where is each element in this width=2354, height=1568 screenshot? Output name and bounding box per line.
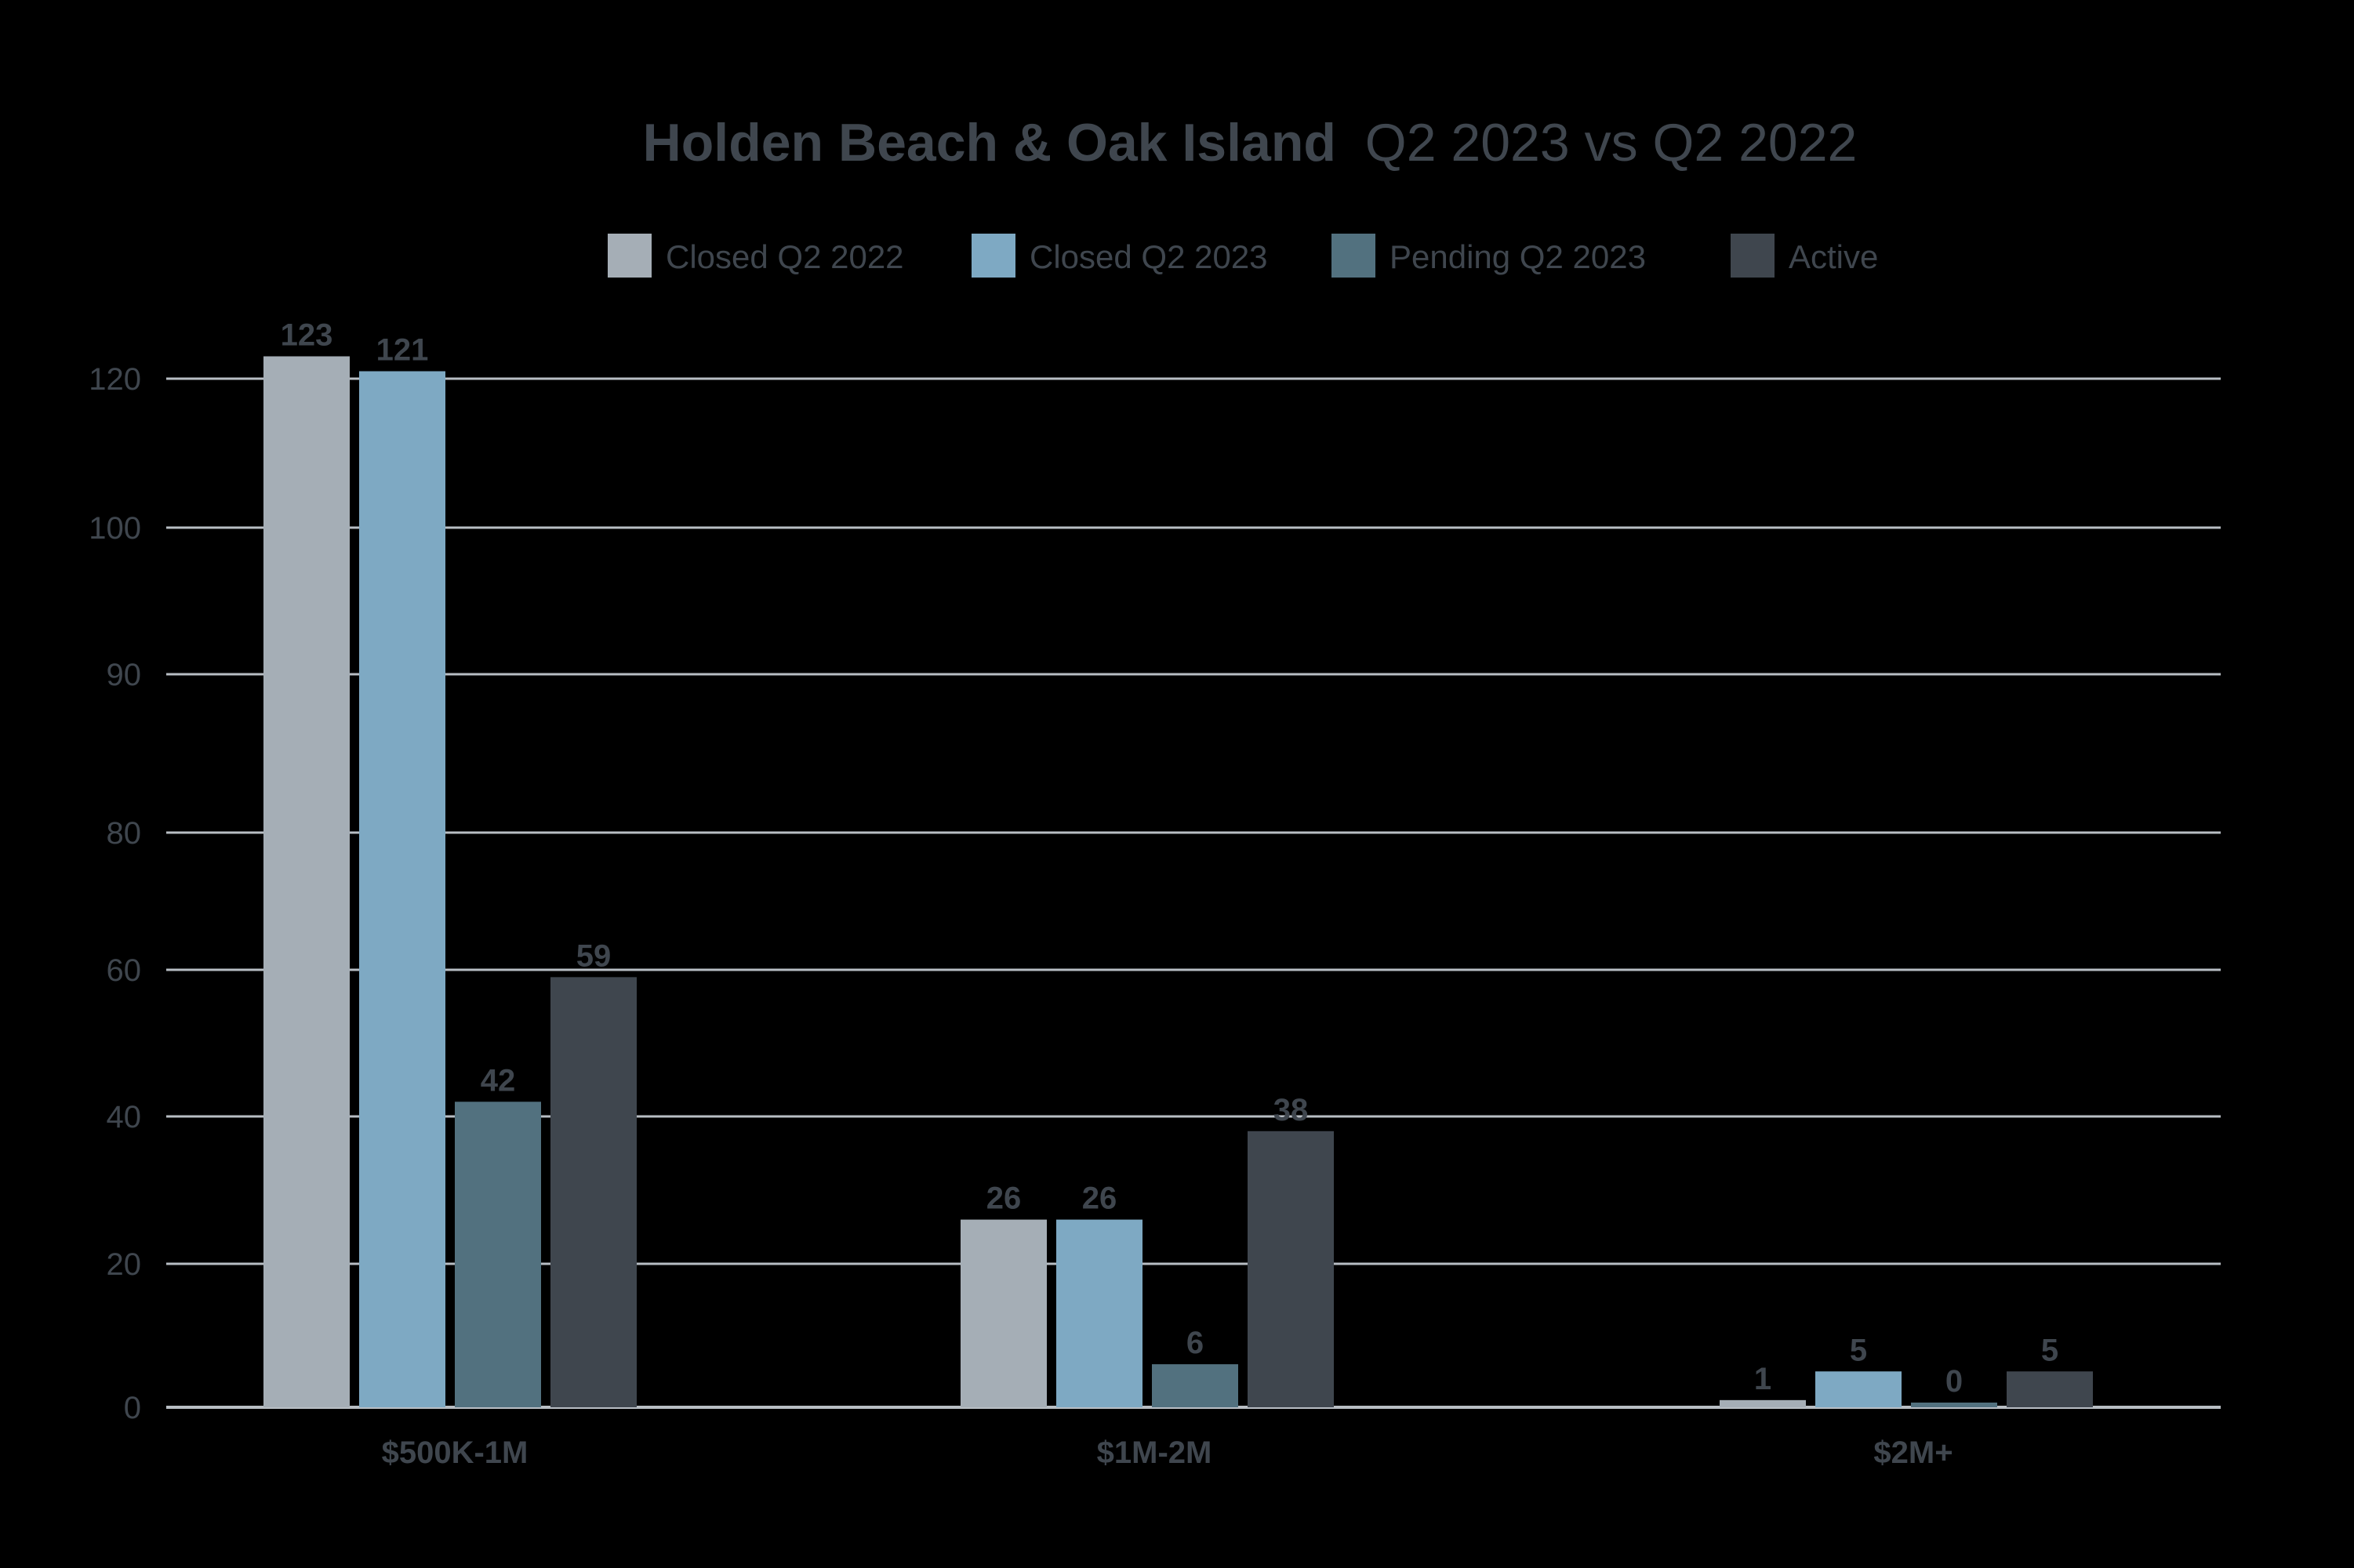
legend-label: Active bbox=[1789, 238, 1878, 275]
bars bbox=[263, 356, 2093, 1407]
chart-title-bold: Holden Beach & Oak Island bbox=[643, 113, 1336, 172]
bar bbox=[2007, 1371, 2093, 1407]
bar bbox=[359, 371, 445, 1407]
y-tick-label: 60 bbox=[107, 953, 142, 988]
category-label: $500K-1M bbox=[382, 1436, 529, 1470]
category-labels: $500K-1M $1M-2M $2M+ bbox=[382, 1436, 1953, 1470]
y-axis-tick-labels: 0 20 40 60 80 90 100 120 bbox=[89, 362, 141, 1425]
chart-title-rest: Q2 2023 vs Q2 2022 bbox=[1365, 113, 1858, 172]
bar bbox=[961, 1219, 1047, 1407]
legend-label: Closed Q2 2022 bbox=[666, 238, 904, 275]
legend-label: Closed Q2 2023 bbox=[1030, 238, 1268, 275]
bar bbox=[1056, 1219, 1142, 1407]
chart-title: Holden Beach & Oak Island Q2 2023 vs Q2 … bbox=[643, 113, 1858, 172]
data-label: 0 bbox=[1945, 1364, 1963, 1399]
data-label: 59 bbox=[576, 938, 612, 973]
y-tick-label: 120 bbox=[89, 362, 141, 397]
legend-swatch bbox=[972, 234, 1015, 278]
bar bbox=[1152, 1364, 1238, 1407]
category-label: $1M-2M bbox=[1097, 1436, 1212, 1470]
data-label: 42 bbox=[481, 1063, 516, 1098]
bar bbox=[455, 1102, 541, 1407]
bar bbox=[263, 356, 350, 1407]
bar bbox=[1815, 1371, 1902, 1407]
bar bbox=[1720, 1399, 1806, 1407]
category-label: $2M+ bbox=[1873, 1436, 1953, 1470]
bar bbox=[1911, 1403, 1997, 1407]
legend-swatch bbox=[1331, 234, 1375, 278]
data-label: 6 bbox=[1186, 1326, 1204, 1360]
legend-swatch bbox=[608, 234, 652, 278]
legend-label: Pending Q2 2023 bbox=[1390, 238, 1646, 275]
data-label: 26 bbox=[986, 1181, 1022, 1216]
data-labels: 123 121 42 59 26 26 6 38 1 5 0 5 bbox=[281, 318, 2059, 1399]
y-tick-label: 90 bbox=[107, 658, 142, 692]
legend-swatch bbox=[1731, 234, 1775, 278]
data-label: 38 bbox=[1273, 1093, 1309, 1127]
data-label: 5 bbox=[1850, 1333, 1867, 1367]
legend: Closed Q2 2022 Closed Q2 2023 Pending Q2 2… bbox=[608, 234, 1878, 278]
y-tick-label: 40 bbox=[107, 1100, 142, 1134]
data-label: 26 bbox=[1082, 1181, 1117, 1216]
y-tick-label: 0 bbox=[124, 1391, 141, 1425]
data-label: 1 bbox=[1754, 1362, 1771, 1396]
data-label: 121 bbox=[376, 333, 429, 368]
data-label: 123 bbox=[281, 318, 333, 353]
bar bbox=[550, 977, 637, 1407]
y-tick-label: 100 bbox=[89, 511, 141, 546]
y-tick-label: 20 bbox=[107, 1247, 142, 1282]
data-label: 5 bbox=[2041, 1333, 2058, 1367]
bar bbox=[1248, 1131, 1334, 1407]
y-tick-label: 80 bbox=[107, 816, 142, 851]
